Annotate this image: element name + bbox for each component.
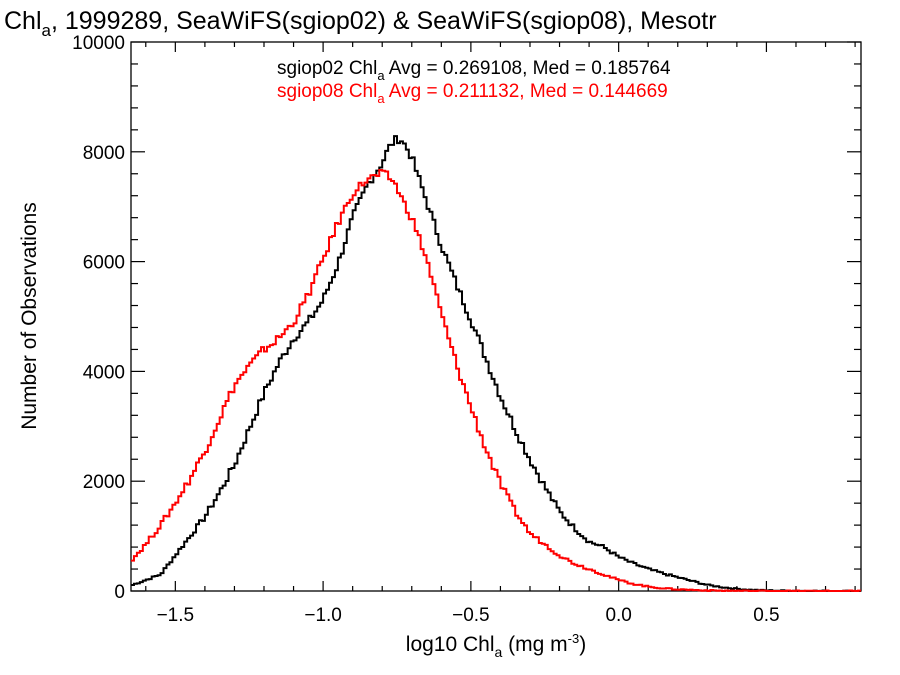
- y-tick-label: 0: [114, 582, 125, 603]
- legend-entry-sgiop02: sgiop02 Chla Avg = 0.269108, Med = 0.185…: [277, 58, 671, 83]
- x-axis-label: log10 Chla (mg m-3): [406, 631, 586, 660]
- chart-title-suffix: , 1999289, SeaWiFS(sgiop02) & SeaWiFS(sg…: [51, 7, 717, 35]
- legend: sgiop02 Chla Avg = 0.269108, Med = 0.185…: [277, 58, 671, 106]
- y-tick-label: 8000: [83, 143, 125, 164]
- y-tick-label: 6000: [83, 253, 125, 274]
- x-axis-label-sup: -3: [568, 631, 580, 646]
- y-tick-label: 4000: [83, 362, 125, 383]
- x-tick-label: 0.5: [753, 605, 779, 626]
- y-tick-label: 2000: [83, 472, 125, 493]
- legend-sgiop08-suffix: Avg = 0.211132, Med = 0.144669: [385, 81, 668, 102]
- legend-sgiop08-prefix: sgiop08 Chl: [277, 81, 377, 102]
- x-tick-label: −0.5: [452, 605, 490, 626]
- legend-sgiop08-sub: a: [377, 91, 385, 106]
- x-tick-label: −1.5: [157, 605, 195, 626]
- chart-title-prefix: Chl: [4, 7, 42, 35]
- series-sgiop02-histogram: [131, 135, 861, 592]
- x-tick-label: −1.0: [304, 605, 342, 626]
- legend-sgiop02-suffix: Avg = 0.269108, Med = 0.185764: [385, 58, 671, 79]
- x-tick-label: 0.0: [605, 605, 631, 626]
- series-layer: [131, 135, 861, 592]
- x-axis-label-close: ): [579, 633, 586, 656]
- legend-sgiop02-sub: a: [377, 68, 385, 83]
- x-axis-label-sub: a: [495, 644, 503, 660]
- x-axis-label-prefix: log10 Chl: [406, 633, 495, 656]
- y-tick-label: 10000: [72, 33, 125, 54]
- axis-ticks: −1.5 −1.0 −0.5 0.0 0.5 0 2000 4000 6000 8000 10000: [72, 33, 861, 626]
- legend-entry-sgiop08: sgiop08 Chla Avg = 0.211132, Med = 0.144…: [277, 81, 668, 106]
- plot-frame: [130, 41, 862, 592]
- chart-title-subscript: a: [42, 21, 52, 40]
- chart-title: Chla, 1999289, SeaWiFS(sgiop02) & SeaWiF…: [4, 7, 717, 40]
- x-axis-label-suffix: (mg m: [502, 633, 567, 656]
- legend-sgiop02-prefix: sgiop02 Chl: [277, 58, 377, 79]
- y-axis-label: Number of Observations: [18, 202, 41, 430]
- series-sgiop08-histogram: [131, 169, 861, 592]
